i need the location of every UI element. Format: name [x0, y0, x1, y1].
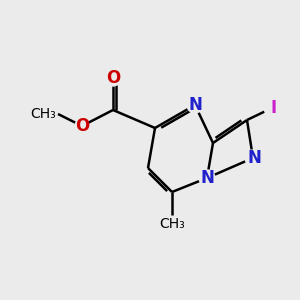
Text: O: O: [106, 69, 120, 87]
Text: CH₃: CH₃: [30, 107, 56, 121]
Circle shape: [75, 119, 89, 133]
Circle shape: [199, 170, 215, 186]
Circle shape: [105, 70, 121, 86]
Circle shape: [264, 100, 280, 116]
Circle shape: [187, 97, 203, 113]
Text: CH₃: CH₃: [159, 217, 185, 231]
Text: O: O: [75, 117, 89, 135]
Circle shape: [245, 150, 261, 166]
Text: N: N: [247, 149, 261, 167]
Text: N: N: [200, 169, 214, 187]
Text: I: I: [271, 99, 277, 117]
Text: N: N: [188, 96, 202, 114]
